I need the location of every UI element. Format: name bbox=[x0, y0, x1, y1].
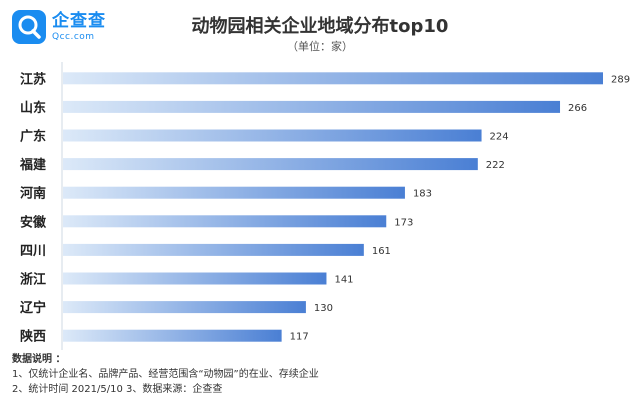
data-notes: 数据说明 ： 1、仅统计企业名、品牌产品、经营范围含“动物园”的在业、存续企业 … bbox=[12, 352, 319, 397]
bar bbox=[63, 158, 478, 171]
category-label: 广东 bbox=[20, 129, 46, 145]
value-label: 130 bbox=[314, 303, 333, 314]
bar bbox=[63, 72, 603, 85]
category-label: 四川 bbox=[20, 244, 46, 259]
value-label: 289 bbox=[611, 74, 630, 85]
category-label: 陕西 bbox=[20, 329, 46, 345]
logo-domain: Qcc.com bbox=[52, 31, 95, 42]
value-label: 222 bbox=[486, 160, 505, 171]
value-label: 141 bbox=[334, 275, 353, 286]
value-label: 117 bbox=[290, 332, 309, 343]
category-label: 江苏 bbox=[20, 71, 46, 87]
notes-line-1: 1、仅统计企业名、品牌产品、经营范围含“动物园”的在业、存续企业 bbox=[12, 369, 319, 380]
value-label: 224 bbox=[490, 132, 509, 143]
chart-subtitle: （单位：家） bbox=[287, 40, 353, 53]
bar bbox=[63, 186, 405, 199]
logo-name: 企查查 bbox=[52, 10, 106, 31]
bar bbox=[63, 301, 306, 314]
company-logo: 企查查 Qcc.com bbox=[12, 10, 106, 44]
bar bbox=[63, 129, 482, 142]
notes-line-2: 2、统计时间 2021/5/10 3、数据来源：企查查 bbox=[12, 384, 223, 395]
category-label: 山东 bbox=[20, 100, 46, 116]
category-label: 河南 bbox=[20, 186, 46, 202]
value-label: 161 bbox=[372, 246, 391, 257]
category-label: 福建 bbox=[19, 157, 46, 173]
category-label: 浙江 bbox=[20, 272, 46, 288]
value-label: 183 bbox=[413, 189, 432, 200]
bar bbox=[63, 243, 364, 256]
magnifier-logo-icon bbox=[12, 10, 46, 44]
notes-title: 数据说明 ： bbox=[12, 354, 66, 365]
category-label: 辽宁 bbox=[20, 300, 46, 316]
chart-title: 动物园相关企业地域分布top10 bbox=[191, 16, 449, 37]
bar bbox=[63, 215, 387, 228]
bar bbox=[63, 329, 282, 342]
bar bbox=[63, 100, 561, 113]
value-label: 266 bbox=[568, 103, 587, 114]
category-label: 安徽 bbox=[20, 214, 47, 230]
bar-chart: 江苏 289 山东 266 广东 224 福建 222 河南 183 安徽 173 四川 161 浙江 141… bbox=[19, 62, 630, 350]
bar bbox=[63, 272, 327, 285]
value-label: 173 bbox=[394, 217, 413, 228]
